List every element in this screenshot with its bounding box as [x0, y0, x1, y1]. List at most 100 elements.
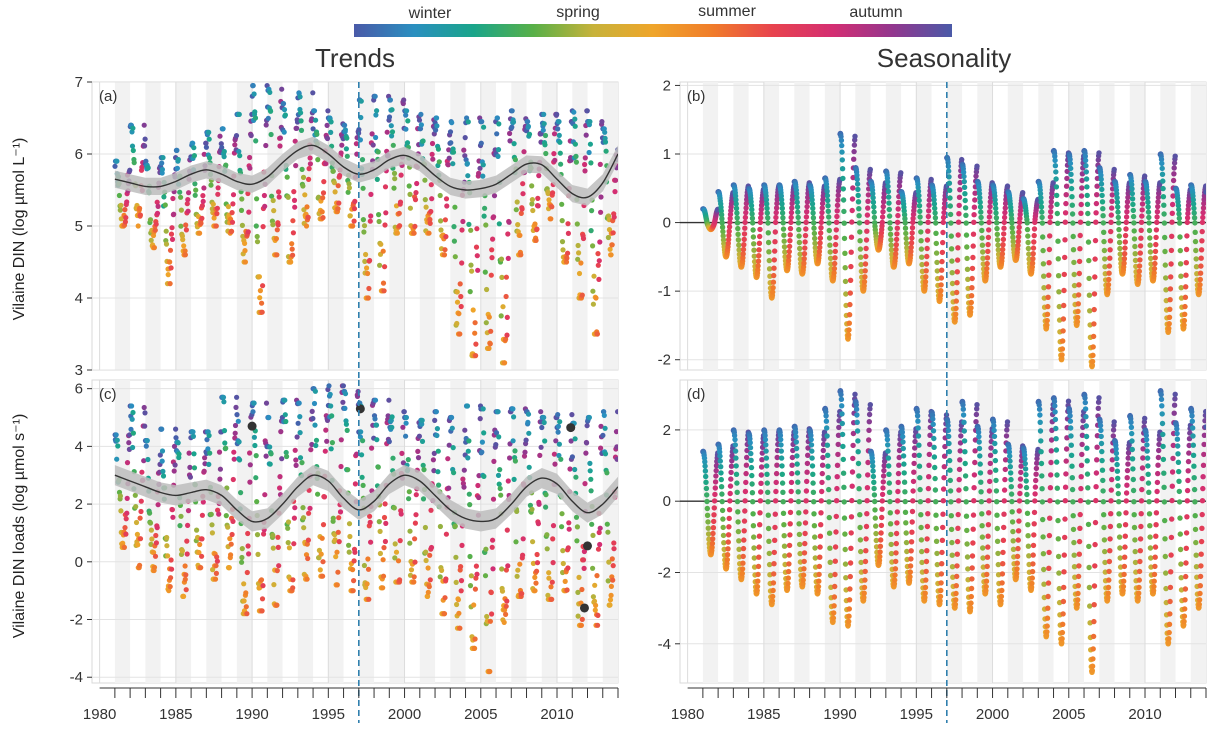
seasonal-point: [1053, 176, 1059, 182]
data-point: [593, 602, 599, 609]
data-point: [203, 144, 209, 150]
seasonal-point: [853, 406, 860, 412]
seasonal-point: [1068, 165, 1074, 172]
seasonal-point: [893, 530, 900, 537]
seasonal-point: [978, 479, 984, 485]
data-point: [154, 199, 160, 205]
data-point: [185, 197, 191, 203]
seasonal-point: [765, 489, 771, 495]
data-point: [335, 206, 341, 212]
seasonal-point: [984, 563, 990, 570]
data-point: [525, 411, 532, 417]
seasonal-point: [1039, 220, 1046, 226]
seasonal-point: [711, 498, 718, 504]
data-point: [151, 245, 157, 251]
seasonal-point: [1169, 210, 1176, 216]
data-point: [490, 537, 496, 543]
data-point: [205, 446, 211, 452]
seasonal-point: [952, 315, 959, 322]
seasonal-point: [919, 548, 925, 555]
data-point: [253, 475, 259, 481]
data-point: [609, 242, 615, 248]
seasonal-point: [786, 552, 792, 558]
title-seasonality: Seasonality: [877, 43, 1011, 73]
seasonal-point: [1129, 186, 1135, 192]
seasonal-point: [986, 214, 993, 220]
data-point: [444, 203, 450, 209]
seasonal-point: [850, 442, 856, 449]
data-point: [566, 526, 572, 532]
seasonal-point: [1182, 311, 1188, 317]
seasonal-point: [1185, 206, 1191, 212]
data-point: [298, 118, 304, 124]
seasonal-point: [1059, 346, 1066, 352]
data-point: [586, 414, 593, 421]
seasonal-point: [987, 460, 993, 467]
data-point: [525, 119, 531, 125]
seasonal-point: [986, 219, 992, 226]
seasonal-point: [785, 257, 792, 264]
data-point: [416, 117, 423, 123]
data-point: [152, 553, 159, 559]
data-point: [429, 196, 435, 202]
seasonal-point: [1078, 193, 1085, 199]
seasonal-point: [852, 133, 858, 139]
seasonal-point: [787, 532, 793, 538]
seasonal-point: [946, 440, 952, 447]
year-band: [1099, 82, 1115, 370]
data-point: [526, 131, 533, 137]
seasonal-point: [766, 249, 772, 255]
seasonal-point: [751, 555, 757, 561]
data-point: [305, 555, 311, 562]
seasonal-point: [999, 571, 1006, 577]
seasonal-point: [771, 561, 777, 567]
seasonal-point: [838, 137, 845, 144]
seasonal-point: [916, 203, 923, 209]
seasonal-point: [1159, 165, 1165, 172]
data-point: [412, 559, 418, 565]
seasonal-point: [1000, 549, 1006, 556]
data-point: [292, 505, 298, 511]
seasonal-point: [909, 508, 916, 515]
data-point: [374, 108, 380, 114]
seasonal-point: [866, 437, 872, 443]
seasonal-point: [838, 396, 845, 402]
data-point: [214, 205, 220, 211]
seasonal-point: [902, 509, 909, 515]
data-point: [572, 466, 578, 473]
data-point: [512, 458, 519, 464]
seasonal-point: [954, 269, 960, 275]
data-point: [614, 456, 618, 462]
seasonal-point: [1115, 209, 1121, 215]
seasonal-point: [717, 458, 723, 464]
seasonal-point: [817, 235, 824, 241]
data-point: [510, 406, 516, 412]
data-point: [396, 210, 402, 216]
seasonal-point: [961, 419, 967, 425]
seasonal-point: [887, 225, 893, 232]
seasonal-point: [763, 455, 770, 461]
seasonal-point: [991, 422, 997, 429]
data-point: [587, 468, 593, 474]
seasonal-point: [1038, 204, 1045, 210]
data-point: [414, 180, 420, 187]
data-point: [382, 222, 388, 228]
seasonal-point: [758, 472, 764, 478]
plot-area: [680, 82, 1206, 370]
data-point: [542, 142, 548, 148]
seasonal-point: [742, 508, 748, 514]
seasonal-point: [818, 522, 824, 528]
data-point: [550, 560, 556, 566]
data-point: [443, 531, 449, 537]
data-point: [494, 115, 500, 121]
seasonal-point: [933, 240, 939, 247]
data-point: [173, 426, 179, 432]
seasonal-point: [953, 590, 959, 597]
data-point: [435, 448, 441, 454]
seasonal-point: [867, 402, 873, 408]
seasonal-point: [1169, 233, 1175, 239]
data-point: [143, 158, 149, 164]
seasonal-point: [932, 215, 939, 221]
seasonal-point: [976, 439, 982, 445]
data-point: [117, 493, 123, 499]
